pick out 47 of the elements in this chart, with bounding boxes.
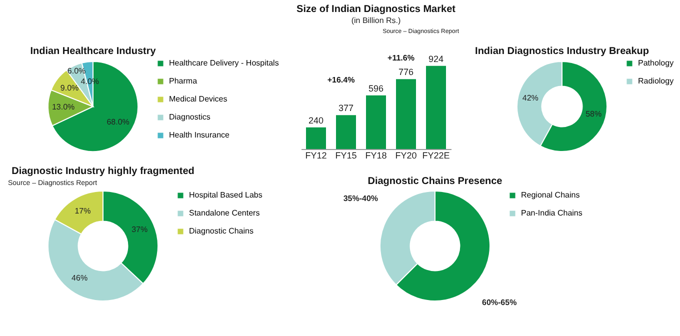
data-label: 42% <box>522 93 538 102</box>
legend-label: Diagnostic Chains <box>189 226 254 236</box>
legend-label: Pharma <box>169 76 198 86</box>
legend-label: Healthcare Delivery - Hospitals <box>169 58 279 68</box>
chart-title: Size of Indian Diagnostics Market <box>296 4 456 15</box>
legend-label: Radiology <box>638 76 674 86</box>
bar <box>426 66 446 149</box>
legend-label: Standalone Centers <box>189 208 260 218</box>
data-label: 58% <box>586 110 602 119</box>
data-label: 377 <box>338 103 354 114</box>
chart-title: Indian Healthcare Industry <box>30 46 156 57</box>
bar <box>336 115 356 149</box>
data-label: 596 <box>368 83 384 94</box>
bar <box>366 95 386 149</box>
pie-slice <box>52 61 138 152</box>
data-label: 37% <box>132 225 148 234</box>
x-tick-label: FY18 <box>365 150 387 160</box>
legend-label: Hospital Based Labs <box>189 190 262 200</box>
legend-label: Medical Devices <box>169 94 228 104</box>
legend-label: Diagnostics <box>169 112 210 122</box>
x-tick-label: FY20 <box>395 150 417 160</box>
data-label: 13.0% <box>52 102 75 112</box>
data-label: 17% <box>74 206 91 216</box>
data-label: 776 <box>398 67 414 78</box>
data-label: 46% <box>72 273 88 282</box>
chart-subtitle: (in Billion Rs.) <box>351 16 402 25</box>
data-label: 240 <box>308 115 324 126</box>
x-tick-label: FY15 <box>335 150 357 160</box>
legend-label: Regional Chains <box>521 190 580 200</box>
x-tick-label: FY12 <box>305 150 327 160</box>
bar <box>396 79 416 149</box>
x-tick-label: FY22E <box>422 150 450 160</box>
legend-label: Health Insurance <box>169 130 230 140</box>
data-label: 924 <box>428 54 444 64</box>
annotation: +16.4% <box>327 76 355 85</box>
data-label: 68.0% <box>106 117 130 126</box>
legend-label: Pathology <box>638 58 674 68</box>
text: +11.6% <box>388 54 414 63</box>
data-label: 6.0% <box>67 66 86 76</box>
legend-label: Pan-India Chains <box>521 208 582 218</box>
chart-title: Indian Diagnostics Industry Breakup <box>475 46 649 57</box>
chart-title: Diagnostic Chains Presence <box>368 176 503 187</box>
text: 60%-65% <box>482 298 517 307</box>
text: 35%-40% <box>343 194 378 203</box>
data-label: 9.0% <box>60 83 79 92</box>
chart-title: Diagnostic Industry highly fragmented <box>12 166 194 177</box>
bar <box>306 127 326 149</box>
